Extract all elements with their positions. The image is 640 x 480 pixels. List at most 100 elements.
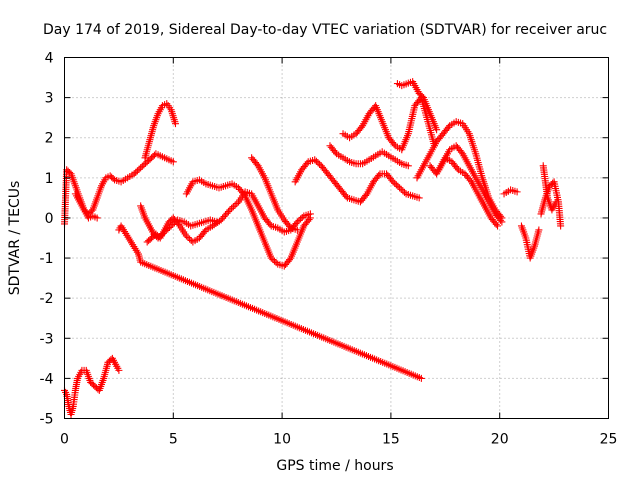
- x-axis-title: GPS time / hours: [276, 458, 393, 474]
- data-point: [292, 220, 300, 228]
- data-point: [404, 162, 412, 170]
- data-point: [457, 148, 465, 156]
- series-s16: [517, 222, 543, 262]
- series-s17: [537, 178, 565, 230]
- data-point: [267, 254, 275, 262]
- data-point: [316, 160, 324, 168]
- series-s13: [426, 142, 506, 226]
- series-s11: [393, 78, 441, 134]
- data-point: [231, 201, 239, 209]
- data-point: [357, 123, 365, 131]
- data-point: [396, 184, 404, 192]
- data-point: [394, 182, 402, 190]
- data-point: [135, 165, 143, 173]
- data-point: [293, 226, 301, 234]
- data-point: [498, 218, 506, 226]
- y-tick-label: -5: [40, 412, 54, 428]
- series-s05: [143, 188, 314, 246]
- x-tick-label: 10: [273, 432, 291, 448]
- series-s20: [115, 222, 425, 382]
- y-tick-label: -3: [40, 331, 54, 347]
- data-point: [293, 218, 301, 226]
- series-s14: [435, 154, 502, 230]
- data-point: [285, 256, 293, 264]
- data-point: [397, 185, 405, 193]
- data-point: [466, 176, 474, 184]
- grid: [64, 57, 609, 419]
- data-point: [312, 157, 320, 165]
- data-point: [535, 226, 543, 234]
- data-point: [137, 164, 145, 172]
- x-tick-label: 5: [169, 432, 178, 448]
- data-point: [389, 178, 397, 186]
- series-s09: [326, 142, 412, 170]
- data-point: [444, 123, 452, 131]
- data-point: [175, 220, 183, 228]
- data-point: [138, 162, 146, 170]
- data-point: [133, 167, 141, 175]
- series-s02: [71, 150, 177, 218]
- data-point: [223, 209, 231, 217]
- data-point: [557, 222, 565, 230]
- y-tick-label: 2: [45, 131, 54, 147]
- data-point: [306, 214, 314, 222]
- data-point: [269, 256, 277, 264]
- data-point: [233, 200, 241, 208]
- series-s06: [182, 176, 314, 270]
- data-point: [226, 206, 234, 214]
- data-point: [399, 187, 407, 195]
- data-point: [417, 374, 425, 382]
- y-tick-label: 1: [45, 171, 54, 187]
- data-point: [494, 222, 502, 230]
- chart-title: Day 174 of 2019, Sidereal Day-to-day VTE…: [43, 22, 607, 38]
- data-point: [362, 191, 370, 199]
- data-point: [140, 161, 148, 169]
- data-point: [93, 214, 101, 222]
- data-point: [391, 179, 399, 187]
- data-point: [314, 159, 322, 167]
- data-points: [61, 78, 565, 418]
- y-tick-label: 0: [45, 211, 54, 227]
- series-s04: [137, 202, 221, 242]
- data-point: [492, 220, 500, 228]
- data-point: [272, 259, 280, 267]
- y-tick-label: -4: [40, 371, 54, 387]
- data-point: [375, 171, 383, 179]
- series-s07: [248, 154, 301, 234]
- series-s10: [339, 94, 438, 154]
- data-point: [270, 257, 278, 265]
- plot-frame: [64, 57, 609, 419]
- data-point: [219, 214, 227, 222]
- data-point: [240, 190, 248, 198]
- data-point: [415, 194, 423, 202]
- x-tick-label: 25: [600, 432, 618, 448]
- data-point: [298, 213, 306, 221]
- data-point: [229, 203, 237, 211]
- data-point: [388, 176, 396, 184]
- data-point: [182, 232, 190, 240]
- data-point: [184, 233, 192, 241]
- data-point: [401, 188, 408, 196]
- data-point: [186, 235, 194, 243]
- data-point: [295, 216, 303, 224]
- series-s15: [500, 186, 521, 198]
- data-point: [433, 126, 441, 134]
- x-tick-label: 0: [60, 432, 69, 448]
- data-point: [130, 170, 138, 178]
- data-point: [224, 208, 232, 216]
- data-point: [513, 188, 521, 196]
- y-tick-label: 3: [45, 91, 54, 107]
- data-point: [228, 204, 236, 212]
- data-point: [253, 160, 261, 168]
- y-tick-label: -1: [40, 251, 54, 267]
- series-s08: [291, 156, 423, 206]
- data-point: [390, 140, 398, 148]
- series-s19: [61, 354, 123, 418]
- data-point: [453, 164, 461, 172]
- data-point: [222, 211, 230, 219]
- data-point: [297, 215, 305, 223]
- data-point: [311, 156, 319, 164]
- data-point: [217, 216, 225, 224]
- x-tick-label: 15: [382, 432, 400, 448]
